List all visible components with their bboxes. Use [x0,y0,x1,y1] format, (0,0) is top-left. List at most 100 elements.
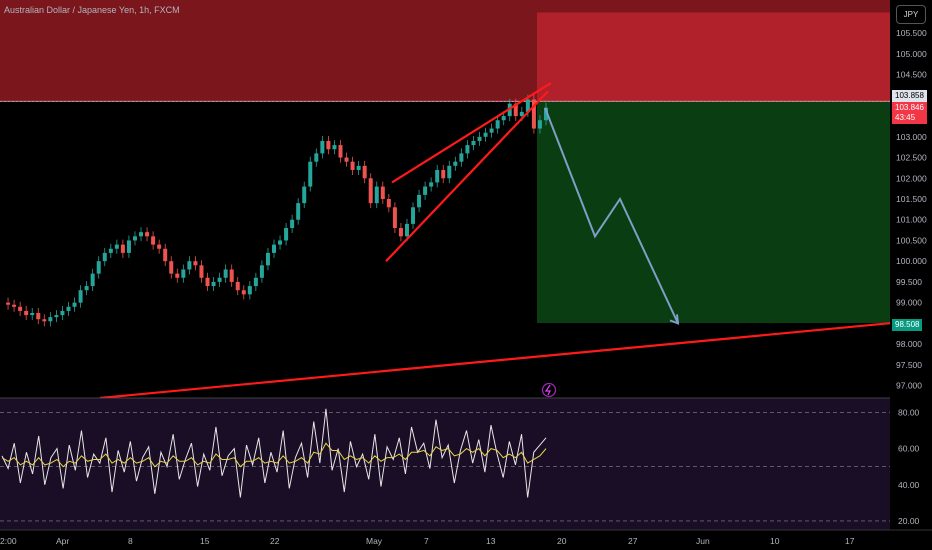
candle-body [96,261,101,274]
candle-body [386,199,391,208]
candle-body [181,269,186,278]
candle-body [60,310,65,316]
candle-body [411,207,416,224]
candle-body [441,169,446,179]
drawings [99,81,932,400]
candle-body [380,186,385,199]
candle-body [157,244,162,249]
candle-body [544,107,548,121]
candle-body [489,128,494,133]
candle-body [284,228,289,241]
candle-body [374,186,379,204]
rsi-tick-label: 20.00 [898,516,920,526]
candle-body [199,265,204,278]
candle-body [453,161,458,166]
price-tick-label: 100.000 [896,256,927,266]
candle-body [465,145,470,154]
candle-body [392,207,397,229]
candle-body [84,286,89,291]
candle-body [296,203,301,220]
candle-body [78,290,83,303]
time-tick-label: 8 [128,536,133,546]
candle-body [356,165,361,170]
candle-body [302,186,307,204]
time-tick-label: Apr [56,536,69,546]
candle-body [66,306,71,311]
candle-body [120,244,125,253]
rsi-pane [0,397,932,530]
candle-body [471,140,476,146]
rsi-tick-label: 80.00 [898,407,920,417]
candle-body [247,286,252,295]
candle-body [398,228,403,237]
candle-body [229,269,234,282]
candle-body [513,103,518,117]
candle-body [417,194,422,208]
event-marker-icon [541,382,557,398]
time-tick-label: 13 [486,536,496,546]
time-tick-label: 22 [270,536,280,546]
time-tick-label: Jun [696,536,710,546]
time-axis[interactable]: 2:00 Apr 8 15 22 May 7 13 20 27 Jun 10 17 [0,529,932,546]
candle-body [531,99,536,129]
candle-body [235,281,240,291]
candle-body [477,136,482,141]
candle-body [265,252,270,266]
price-tick-label: 97.500 [896,360,922,370]
candle-body [332,145,337,150]
candle-body [483,132,488,137]
trade-zones [0,0,890,324]
candle-body [495,120,500,129]
candle-body [114,244,119,249]
candle-body [501,116,506,121]
stop-price-tag: 103.858 [892,90,927,102]
target-zone [537,101,890,324]
candle-body [108,248,113,253]
wedge-lower-line [385,90,549,262]
candle-body [278,240,283,245]
candle-body [48,317,53,322]
candle-body [6,302,11,305]
time-tick-label: 27 [628,536,638,546]
candle-body [90,273,95,287]
bolt-icon [544,384,551,396]
currency-button[interactable]: JPY [896,5,926,24]
price-candles [6,94,548,327]
candle-body [193,261,198,266]
projection-path [544,107,679,324]
candle-body [223,269,228,278]
candle-body [175,273,180,278]
candle-body [253,277,258,287]
candle-body [525,99,530,112]
candle-body [429,182,434,187]
time-tick-label: 17 [845,536,855,546]
candle-body [362,165,367,179]
price-tick-label: 104.500 [896,70,927,80]
candle-body [308,161,313,187]
price-tick-label: 98.000 [896,339,922,349]
time-tick-label: 15 [200,536,210,546]
candle-body [24,310,29,316]
rsi-signal-line [1,442,547,468]
candle-body [12,304,17,307]
bar-countdown: 43:45 [895,113,916,122]
price-axis[interactable]: 105.500 105.000 104.500 103.000 102.500 102.0… [890,0,932,550]
candle-body [169,261,174,274]
candle-body [126,240,131,253]
price-tick-label: 102.500 [896,153,927,163]
candle-body [187,261,192,270]
candle-body [259,265,264,278]
candle-body [326,140,331,150]
price-tick-label: 101.000 [896,215,927,225]
time-tick-label: 7 [424,536,429,546]
candle-body [54,315,59,318]
candle-body [290,219,295,229]
candle-body [447,165,452,179]
time-tick-label: May [366,536,383,546]
candle-body [211,281,216,287]
candle-body [205,277,210,287]
axis-background [890,0,932,550]
time-tick-label: 10 [770,536,780,546]
candle-body [459,153,464,162]
